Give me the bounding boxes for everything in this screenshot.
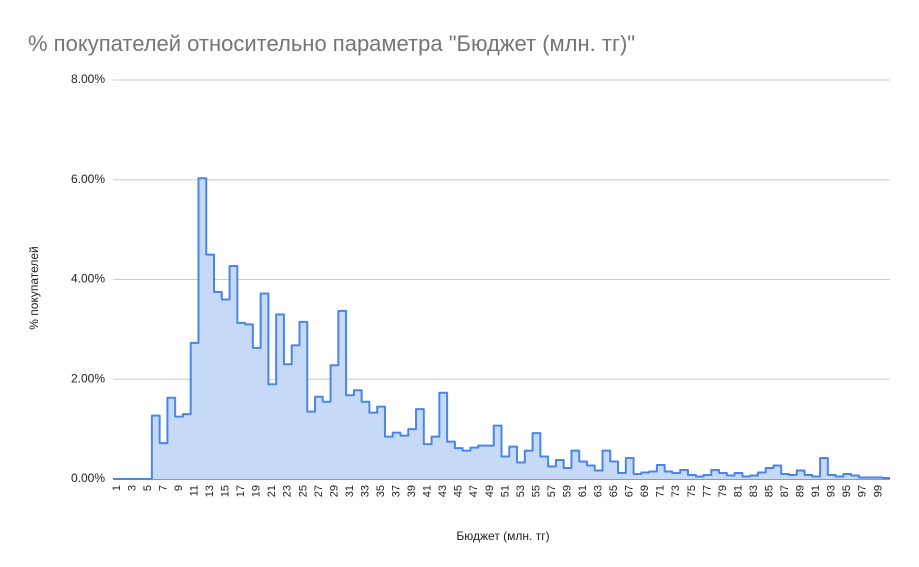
- x-tick-label: 79: [717, 485, 729, 497]
- x-tick-label: 15: [220, 485, 232, 497]
- x-axis-label: Бюджет (млн. тг): [456, 529, 549, 543]
- x-tick-label: 21: [266, 485, 278, 497]
- x-tick-label: 63: [593, 485, 605, 497]
- x-tick-label: 85: [763, 485, 775, 497]
- x-tick-label: 9: [173, 485, 185, 491]
- x-tick-label: 89: [795, 485, 807, 497]
- x-tick-label: 77: [701, 485, 713, 497]
- x-tick-label: 65: [608, 485, 620, 497]
- x-tick-label: 33: [359, 485, 371, 497]
- x-tick-label: 37: [391, 485, 403, 497]
- x-tick-label: 43: [437, 485, 449, 497]
- x-tick-label: 29: [328, 485, 340, 497]
- y-tick-label: 6.00%: [71, 172, 105, 186]
- x-tick-label: 71: [655, 485, 667, 497]
- x-tick-label: 55: [530, 485, 542, 497]
- x-tick-label: 87: [779, 485, 791, 497]
- y-axis-label: % покупателей: [27, 246, 41, 329]
- x-tick-label: 67: [624, 485, 636, 497]
- x-tick-label: 35: [375, 485, 387, 497]
- x-tick-label: 41: [422, 485, 434, 497]
- x-tick-label: 39: [406, 485, 418, 497]
- x-tick-label: 51: [499, 485, 511, 497]
- y-tick-label: 0.00%: [71, 471, 105, 485]
- x-tick-label: 53: [515, 485, 527, 497]
- x-tick-label: 83: [748, 485, 760, 497]
- y-tick-label: 4.00%: [71, 272, 105, 286]
- x-tick-label: 75: [686, 485, 698, 497]
- x-tick-label: 3: [126, 485, 138, 491]
- x-tick-label: 13: [204, 485, 216, 497]
- x-tick-label: 81: [732, 485, 744, 497]
- x-tick-label: 61: [577, 485, 589, 497]
- x-tick-label: 59: [561, 485, 573, 497]
- x-tick-label: 1: [111, 485, 123, 491]
- x-tick-label: 45: [453, 485, 465, 497]
- area-line: [113, 177, 890, 480]
- x-tick-label: 91: [810, 485, 822, 497]
- x-tick-label: 97: [857, 485, 869, 497]
- x-tick-label: 69: [639, 485, 651, 497]
- x-tick-label: 73: [670, 485, 682, 497]
- x-tick-label: 49: [484, 485, 496, 497]
- x-tick-label: 23: [282, 485, 294, 497]
- x-tick-label: 93: [826, 485, 838, 497]
- x-tick-label: 5: [142, 485, 154, 491]
- y-tick-label: 2.00%: [71, 371, 105, 385]
- x-tick-label: 17: [235, 485, 247, 497]
- x-tick-label: 25: [297, 485, 309, 497]
- x-tick-label: 7: [157, 485, 169, 491]
- x-tick-label: 95: [841, 485, 853, 497]
- x-tick-label: 19: [251, 485, 263, 497]
- x-tick-label: 99: [872, 485, 884, 497]
- x-tick-label: 11: [188, 485, 200, 496]
- x-tick-label: 57: [546, 485, 558, 497]
- chart-title: % покупателей относительно параметра "Бю…: [28, 31, 635, 56]
- x-tick-label: 27: [313, 485, 325, 497]
- x-tick-label: 47: [468, 485, 480, 497]
- x-tick-label: 31: [344, 485, 356, 497]
- y-tick-label: 8.00%: [71, 72, 105, 86]
